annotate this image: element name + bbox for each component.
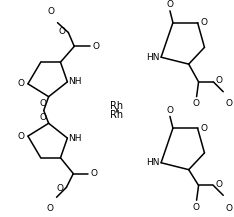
Text: O: O bbox=[216, 76, 223, 85]
Text: O: O bbox=[216, 180, 223, 189]
Text: O: O bbox=[166, 0, 173, 9]
Text: O: O bbox=[92, 42, 99, 51]
Text: NH: NH bbox=[69, 77, 82, 86]
Text: Rh: Rh bbox=[110, 100, 123, 110]
Text: O: O bbox=[39, 113, 46, 122]
Text: O: O bbox=[192, 203, 199, 212]
Text: O: O bbox=[39, 99, 46, 108]
Text: O: O bbox=[46, 204, 53, 213]
Text: O: O bbox=[201, 124, 208, 133]
Text: O: O bbox=[226, 99, 233, 108]
Text: O: O bbox=[201, 18, 208, 27]
Text: HN: HN bbox=[146, 53, 160, 62]
Text: O: O bbox=[226, 204, 233, 213]
Text: O: O bbox=[47, 7, 54, 16]
Text: O: O bbox=[91, 169, 98, 178]
Text: Rh: Rh bbox=[110, 110, 123, 120]
Text: HN: HN bbox=[146, 158, 160, 167]
Text: O: O bbox=[166, 106, 173, 115]
Text: O: O bbox=[192, 99, 199, 108]
Text: O: O bbox=[18, 79, 25, 88]
Text: O: O bbox=[18, 132, 25, 141]
Text: NH: NH bbox=[69, 134, 82, 143]
Text: O: O bbox=[59, 27, 66, 36]
Text: O: O bbox=[57, 184, 64, 193]
